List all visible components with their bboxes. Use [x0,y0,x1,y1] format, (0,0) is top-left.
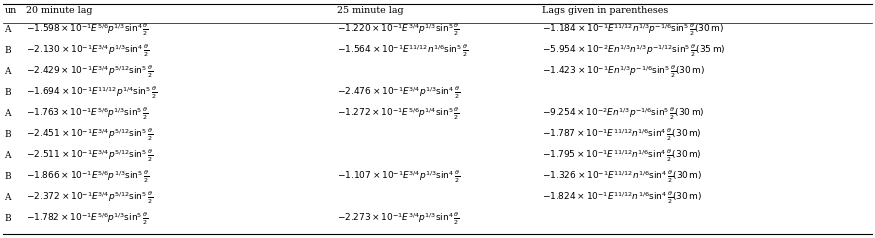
Text: A: A [4,25,10,34]
Text: $-2.451 \times 10^{-1} E^{3/4}p^{5/12} \sin^5 \frac{\theta}{2}$: $-2.451 \times 10^{-1} E^{3/4}p^{5/12} \… [26,126,154,143]
Text: $-2.511 \times 10^{-1} E^{3/4}p^{5/12} \sin^5 \frac{\theta}{2}$: $-2.511 \times 10^{-1} E^{3/4}p^{5/12} \… [26,147,154,164]
Text: un: un [4,6,17,15]
Text: Lags given in parentheses: Lags given in parentheses [542,6,668,15]
Text: $-1.220 \times 10^{-1} E^{3/4}p^{1/3} \sin^5 \frac{\theta}{2}$: $-1.220 \times 10^{-1} E^{3/4}p^{1/3} \s… [337,21,459,38]
Text: $-1.763 \times 10^{-1} E^{5/6}p^{1/3} \sin^5 \frac{\theta}{2}$: $-1.763 \times 10^{-1} E^{5/6}p^{1/3} \s… [26,105,149,122]
Text: B: B [4,88,11,97]
Text: $-1.598 \times 10^{-1} E^{5/6}p^{1/3} \sin^4 \frac{\theta}{2}$: $-1.598 \times 10^{-1} E^{5/6}p^{1/3} \s… [26,21,149,38]
Text: $-1.107 \times 10^{-1} E^{3/4}p^{1/3} \sin^4 \frac{\theta}{2}$: $-1.107 \times 10^{-1} E^{3/4}p^{1/3} \s… [337,168,460,185]
Text: $-1.824 \times 10^{-1} E^{11/12}n^{1/6} \sin^4 \frac{\theta}{2}(30\,\mathrm{m})$: $-1.824 \times 10^{-1} E^{11/12}n^{1/6} … [542,189,703,206]
Text: A: A [4,193,10,202]
Text: $-1.184 \times 10^{-1} E^{11/12}n^{1/3}p^{-1/6} \sin^5 \frac{\theta}{2}(30\,\mat: $-1.184 \times 10^{-1} E^{11/12}n^{1/3}p… [542,21,724,38]
Text: $-1.694 \times 10^{-1} E^{11/12}p^{1/4} \sin^5 \frac{\theta}{2}$: $-1.694 \times 10^{-1} E^{11/12}p^{1/4} … [26,84,158,101]
Text: $-1.795 \times 10^{-1} E^{11/12}n^{1/6} \sin^4 \frac{\theta}{2}(30\,\mathrm{m})$: $-1.795 \times 10^{-1} E^{11/12}n^{1/6} … [542,147,703,164]
Text: $-1.782 \times 10^{-1} E^{5/6}p^{1/3} \sin^5 \frac{\theta}{2}$: $-1.782 \times 10^{-1} E^{5/6}p^{1/3} \s… [26,210,149,227]
Text: $-1.423 \times 10^{-1} En^{1/3}p^{-1/6} \sin^5 \frac{\theta}{2}(30\,\mathrm{m})$: $-1.423 \times 10^{-1} En^{1/3}p^{-1/6} … [542,63,705,80]
Text: A: A [4,67,10,76]
Text: B: B [4,46,11,55]
Text: $-1.787 \times 10^{-1} E^{11/12}n^{1/6} \sin^4 \frac{\theta}{2}(30\,\mathrm{m})$: $-1.787 \times 10^{-1} E^{11/12}n^{1/6} … [542,126,703,143]
Text: $-2.372 \times 10^{-1} E^{3/4}p^{5/12} \sin^5 \frac{\theta}{2}$: $-2.372 \times 10^{-1} E^{3/4}p^{5/12} \… [26,189,154,206]
Text: $-1.564 \times 10^{-1} E^{11/12}n^{1/6} \sin^5 \frac{\theta}{2}$: $-1.564 \times 10^{-1} E^{11/12}n^{1/6} … [337,42,468,59]
Text: B: B [4,214,11,223]
Text: $-2.130 \times 10^{-1} E^{3/4}p^{1/3} \sin^4 \frac{\theta}{2}$: $-2.130 \times 10^{-1} E^{3/4}p^{1/3} \s… [26,42,150,59]
Text: $-5.954 \times 10^{-2} En^{1/3}n^{1/3}p^{-1/12} \sin^5 \frac{\theta}{2}(35\,\mat: $-5.954 \times 10^{-2} En^{1/3}n^{1/3}p^… [542,42,726,59]
Text: $-9.254 \times 10^{-2} En^{1/3}p^{-1/6} \sin^5 \frac{\theta}{2}(30\,\mathrm{m})$: $-9.254 \times 10^{-2} En^{1/3}p^{-1/6} … [542,105,705,122]
Text: $-1.326 \times 10^{-1} E^{11/12}n^{1/6} \sin^4 \frac{\theta}{2}(30\,\mathrm{m})$: $-1.326 \times 10^{-1} E^{11/12}n^{1/6} … [542,168,703,185]
Text: B: B [4,172,11,181]
Text: $-2.273 \times 10^{-1} E^{3/4}p^{1/3} \sin^4 \frac{\theta}{2}$: $-2.273 \times 10^{-1} E^{3/4}p^{1/3} \s… [337,210,459,227]
Text: $-2.429 \times 10^{-1} E^{3/4}p^{5/12} \sin^5 \frac{\theta}{2}$: $-2.429 \times 10^{-1} E^{3/4}p^{5/12} \… [26,63,153,80]
Text: A: A [4,109,10,118]
Text: A: A [4,151,10,160]
Text: 20 minute lag: 20 minute lag [26,6,93,15]
Text: $-2.476 \times 10^{-1} E^{3/4}p^{1/3} \sin^4 \frac{\theta}{2}$: $-2.476 \times 10^{-1} E^{3/4}p^{1/3} \s… [337,84,460,101]
Text: B: B [4,130,11,139]
Text: $-1.866 \times 10^{-1} E^{5/6}p^{1/3} \sin^5 \frac{\theta}{2}$: $-1.866 \times 10^{-1} E^{5/6}p^{1/3} \s… [26,168,150,185]
Text: $-1.272 \times 10^{-1} E^{5/6}p^{1/4} \sin^5 \frac{\theta}{2}$: $-1.272 \times 10^{-1} E^{5/6}p^{1/4} \s… [337,105,459,122]
Text: 25 minute lag: 25 minute lag [337,6,403,15]
